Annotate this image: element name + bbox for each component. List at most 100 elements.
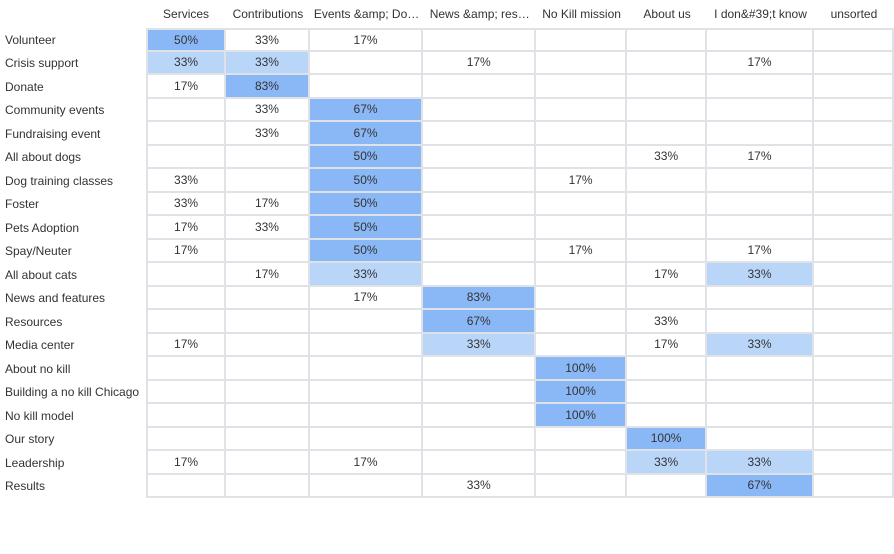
matrix-cell	[707, 75, 814, 99]
matrix-cell	[536, 451, 628, 475]
matrix-cell: 33%	[226, 122, 310, 146]
matrix-cell	[627, 192, 708, 216]
matrix-cell	[627, 75, 708, 99]
matrix-cell	[146, 122, 227, 146]
matrix-cell: 17%	[309, 451, 424, 475]
matrix-cell	[423, 98, 537, 122]
matrix-cell: 17%	[707, 239, 814, 263]
matrix-cell	[707, 28, 814, 52]
row-label: Spay/Neuter	[5, 244, 72, 259]
matrix-cell	[627, 239, 708, 263]
row-label: No kill model	[5, 408, 74, 423]
matrix-cell	[536, 28, 628, 52]
matrix-cell: 67%	[309, 98, 424, 122]
matrix-cell: 33%	[707, 263, 814, 287]
matrix-cell	[423, 145, 537, 169]
matrix-cell: 33%	[146, 51, 227, 75]
matrix-cell	[813, 169, 894, 193]
row-label: Leadership	[5, 455, 65, 470]
row-label: Fundraising event	[5, 126, 101, 141]
matrix-cell	[226, 333, 310, 357]
matrix-cell: 17%	[627, 333, 708, 357]
matrix-cell	[309, 474, 424, 498]
matrix-cell: 33%	[226, 98, 310, 122]
matrix-cell: 17%	[226, 192, 310, 216]
matrix-cell	[536, 75, 628, 99]
matrix-cell	[813, 122, 894, 146]
matrix-cell: 100%	[627, 427, 708, 451]
row-label: All about dogs	[5, 150, 82, 165]
matrix-row: Resources 67% 33%	[0, 310, 894, 334]
matrix-cell	[423, 75, 537, 99]
matrix-cell	[707, 122, 814, 146]
matrix-cell: 33%	[707, 451, 814, 475]
matrix-cell: 100%	[536, 380, 628, 404]
matrix-row: All about cats 17% 33% 17% 33%	[0, 263, 894, 287]
matrix-cell	[423, 380, 537, 404]
matrix-row: No kill model 100%	[0, 404, 894, 428]
matrix-cell	[423, 192, 537, 216]
matrix-row: Donate 17% 83%	[0, 75, 894, 99]
matrix-row: About no kill 100%	[0, 357, 894, 381]
row-label: News and features	[5, 291, 106, 306]
matrix-cell: 17%	[707, 51, 814, 75]
matrix-cell: 17%	[226, 263, 310, 287]
matrix-cell: 17%	[309, 28, 424, 52]
matrix-cell	[146, 404, 227, 428]
matrix-cell	[226, 451, 310, 475]
matrix-cell	[423, 216, 537, 240]
matrix-cell	[309, 51, 424, 75]
matrix-cell: 17%	[146, 239, 227, 263]
matrix-cell	[707, 427, 814, 451]
matrix-cell: 17%	[146, 216, 227, 240]
matrix-cell	[146, 474, 227, 498]
matrix-cell	[226, 380, 310, 404]
matrix-cell	[309, 357, 424, 381]
matrix-cell	[813, 451, 894, 475]
matrix-cell: 17%	[146, 451, 227, 475]
row-label: Donate	[5, 79, 44, 94]
matrix-cell: 33%	[309, 263, 424, 287]
row-label: Foster	[5, 197, 40, 212]
matrix-cell	[423, 122, 537, 146]
row-label: Building a no kill Chicago	[5, 385, 140, 400]
matrix-cell	[536, 145, 628, 169]
matrix-row: Community events 33% 67%	[0, 98, 894, 122]
matrix-cell: 33%	[226, 28, 310, 52]
matrix-cell: 33%	[627, 451, 708, 475]
matrix-row: Media center 17% 33% 17% 33%	[0, 333, 894, 357]
matrix-cell: 100%	[536, 404, 628, 428]
corner-blank	[0, 0, 146, 28]
matrix-cell	[707, 357, 814, 381]
matrix-cell	[309, 404, 424, 428]
matrix-cell: 33%	[423, 474, 537, 498]
matrix-cell: 33%	[226, 216, 310, 240]
similarity-matrix: Services Contributions Events &amp; Do… New…	[0, 0, 894, 498]
matrix-cell: 17%	[536, 239, 628, 263]
row-label: Pets Adoption	[5, 220, 80, 235]
matrix-cell: 100%	[536, 357, 628, 381]
row-label: About no kill	[5, 361, 71, 376]
matrix-cell	[707, 192, 814, 216]
matrix-cell	[423, 427, 537, 451]
matrix-cell: 17%	[627, 263, 708, 287]
matrix-row: Volunteer 50% 33% 17%	[0, 28, 894, 52]
matrix-cell	[813, 474, 894, 498]
matrix-cell: 83%	[226, 75, 310, 99]
matrix-cell	[707, 404, 814, 428]
matrix-cell	[423, 263, 537, 287]
matrix-cell	[813, 192, 894, 216]
matrix-cell: 50%	[309, 145, 424, 169]
matrix-cell: 50%	[309, 169, 424, 193]
row-label: Dog training classes	[5, 173, 114, 188]
matrix-cell	[813, 239, 894, 263]
matrix-cell: 17%	[707, 145, 814, 169]
matrix-cell	[627, 474, 708, 498]
matrix-cell	[536, 51, 628, 75]
matrix-cell	[813, 98, 894, 122]
matrix-cell	[813, 357, 894, 381]
matrix-cell	[627, 286, 708, 310]
matrix-cell: 50%	[309, 239, 424, 263]
column-header: I don&#39;t know	[714, 7, 807, 21]
